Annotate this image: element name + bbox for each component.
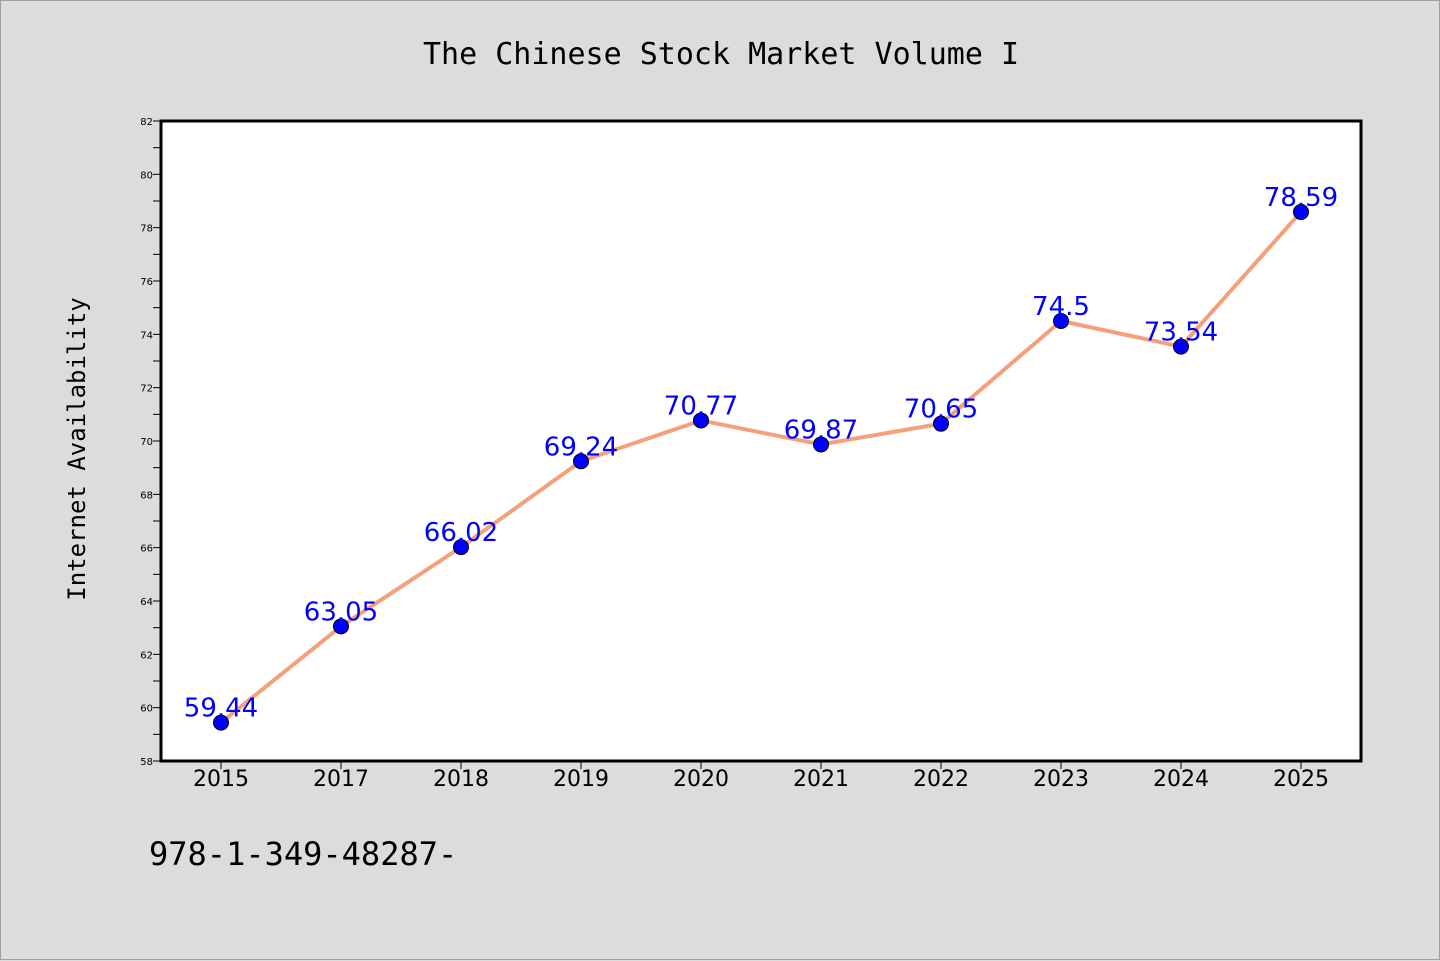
x-tick-label: 2025 — [1273, 767, 1329, 792]
data-label: 66.02 — [424, 518, 498, 548]
data-point — [1293, 203, 1309, 220]
y-tick-label: 72 — [140, 384, 153, 395]
data-label: 70.65 — [904, 395, 978, 425]
y-tick-label: 76 — [140, 277, 153, 288]
data-point — [1053, 313, 1069, 329]
y-tick-label: 64 — [140, 597, 153, 608]
data-point — [693, 412, 709, 429]
y-tick-label: 58 — [140, 757, 153, 768]
x-tick-label: 2021 — [793, 767, 849, 792]
x-tick-label: 2023 — [1033, 767, 1089, 792]
y-axis: 58 60 62 64 66 68 70 72 74 76 78 80 82 — [140, 117, 161, 768]
data-label: 63.05 — [304, 597, 378, 627]
data-label: 73.54 — [1144, 318, 1218, 348]
y-tick-label: 68 — [140, 490, 153, 501]
x-tick-label: 2018 — [433, 767, 489, 792]
chart-title: The Chinese Stock Market Volume I — [423, 37, 1019, 72]
data-point — [933, 415, 949, 432]
x-tick-label: 2024 — [1153, 767, 1209, 792]
y-tick-label: 60 — [140, 704, 153, 715]
y-tick-label: 78 — [140, 224, 153, 235]
x-tick-label: 2019 — [553, 767, 609, 792]
data-point — [573, 453, 589, 470]
y-tick-label: 66 — [140, 544, 153, 555]
y-tick-label: 62 — [140, 650, 153, 661]
data-point — [813, 436, 829, 453]
data-label: 69.87 — [784, 415, 858, 445]
x-tick-label: 2015 — [193, 767, 249, 792]
series-line — [219, 210, 1303, 725]
data-label: 78.59 — [1264, 183, 1338, 213]
x-tick-label: 2022 — [913, 767, 969, 792]
data-point — [333, 618, 349, 635]
data-point — [213, 714, 229, 731]
footnote-isbn: 978-1-349-48287- — [149, 835, 457, 873]
data-label: 69.24 — [544, 432, 618, 462]
y-tick-label: 82 — [140, 117, 153, 128]
plot-area — [159, 119, 1363, 763]
data-point — [1173, 338, 1189, 355]
data-label: 70.77 — [664, 391, 738, 421]
series-group: 59.44 63.05 66.02 69.24 70.77 69.87 70.65 74.5 7… — [184, 183, 1338, 731]
y-tick-label: 74 — [140, 330, 153, 341]
x-tick-label: 2020 — [673, 767, 729, 792]
data-label: 74.5 — [1032, 292, 1090, 322]
data-point — [453, 539, 469, 556]
y-tick-label: 70 — [140, 437, 153, 448]
y-axis-label: Internet Availability — [63, 297, 91, 600]
x-tick-label: 2017 — [313, 767, 369, 792]
y-tick-label: 80 — [140, 170, 153, 181]
data-label: 59.44 — [184, 694, 258, 724]
x-axis: 2015 2017 2018 2019 2020 2021 2022 2023 2024 2025 — [193, 761, 1329, 792]
